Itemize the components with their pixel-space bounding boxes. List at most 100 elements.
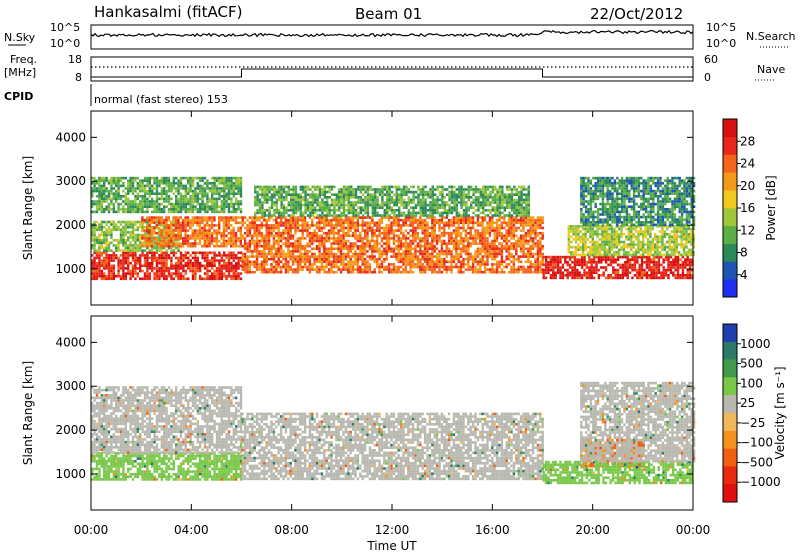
heatmap-cell: [421, 268, 424, 271]
heatmap-cell: [284, 226, 288, 230]
heatmap-cell: [223, 208, 226, 211]
heatmap-cell: [474, 229, 477, 232]
heatmap-cell: [455, 252, 458, 256]
heatmap-cell: [172, 234, 175, 238]
heatmap-cell: [199, 189, 202, 193]
heatmap-cell: [326, 214, 329, 217]
heatmap-cell: [186, 234, 190, 238]
heatmap-cell: [316, 214, 319, 217]
heatmap-cell: [459, 255, 463, 258]
heatmap-cell: [184, 237, 187, 240]
heatmap-cell: [308, 250, 312, 253]
heatmap-cell: [371, 214, 374, 217]
heatmap-cell: [491, 263, 494, 266]
heatmap-cell: [440, 231, 444, 235]
heatmap-cell: [315, 231, 319, 235]
heatmap-cell: [361, 216, 364, 219]
heatmap-cell: [471, 242, 475, 245]
heatmap-cell: [260, 224, 264, 227]
heatmap-cell: [378, 268, 381, 271]
heatmap-cell: [325, 234, 328, 238]
heatmap-cell: [239, 272, 243, 275]
heatmap-cell: [531, 231, 535, 235]
heatmap-cell: [345, 193, 348, 196]
heatmap-cell: [139, 225, 142, 229]
heatmap-cell: [103, 261, 106, 265]
heatmap-cell: [433, 247, 436, 251]
heatmap-cell: [258, 244, 261, 248]
heatmap-cell: [327, 247, 331, 251]
heatmap-cell: [474, 239, 477, 243]
heatmap-cell: [220, 216, 223, 219]
heatmap-cell: [505, 234, 508, 238]
heatmap-cell: [131, 249, 135, 252]
heatmap-cell: [243, 231, 247, 235]
heatmap-cell: [459, 250, 463, 253]
heatmap-cell: [287, 214, 290, 217]
heatmap-cell: [230, 239, 233, 243]
heatmap-cell: [172, 192, 175, 195]
heatmap-cell: [441, 214, 444, 217]
heatmap-cell: [421, 257, 424, 261]
heatmap-cell: [263, 263, 266, 266]
heatmap-cell: [189, 267, 192, 270]
heatmap-cell: [91, 182, 94, 185]
heatmap-cell: [91, 202, 94, 206]
heatmap-cell: [184, 234, 187, 238]
heatmap-cell: [237, 272, 240, 275]
heatmap-cell: [189, 264, 192, 268]
heatmap-cell: [284, 216, 288, 219]
heatmap-cell: [395, 214, 398, 217]
heatmap-cell: [177, 184, 180, 188]
heatmap-cell: [131, 251, 135, 255]
heatmap-cell: [421, 237, 424, 240]
heatmap-cell: [397, 216, 400, 219]
heatmap-cell: [447, 221, 451, 225]
heatmap-cell: [476, 237, 480, 240]
heatmap-cell: [268, 209, 271, 212]
heatmap-cell: [155, 210, 159, 214]
heatmap-cell: [412, 198, 415, 202]
heatmap-cell: [246, 244, 249, 248]
heatmap-cell: [158, 226, 161, 230]
heatmap-cell: [112, 228, 115, 232]
heatmap-cell: [296, 229, 300, 232]
heatmap-cell: [534, 229, 537, 232]
heatmap-cell: [510, 237, 513, 240]
heatmap-cell: [399, 229, 403, 232]
heatmap-cell: [462, 247, 465, 251]
heatmap-cell: [223, 184, 226, 188]
heatmap-cell: [182, 226, 185, 230]
heatmap-cell: [143, 205, 147, 208]
heatmap-cell: [151, 189, 154, 193]
heatmap-cell: [292, 209, 295, 212]
cpid-text: normal (fast stereo) 153: [94, 93, 228, 106]
heatmap-cell: [294, 242, 297, 245]
heatmap-cell: [260, 239, 264, 243]
heatmap-cell: [246, 265, 249, 269]
heatmap-cell: [213, 200, 216, 203]
heatmap-cell: [443, 203, 446, 207]
heatmap-cell: [503, 218, 506, 222]
heatmap-cell: [419, 226, 422, 230]
heatmap-cell: [95, 187, 99, 190]
heatmap-cell: [163, 267, 166, 270]
heatmap-cell: [143, 200, 147, 203]
heatmap-cell: [467, 206, 470, 209]
heatmap-cell: [112, 205, 115, 208]
heatmap-cell: [270, 265, 273, 269]
heatmap-cell: [371, 193, 374, 196]
heatmap-cell: [146, 254, 149, 257]
heatmap-cell: [220, 179, 223, 182]
heatmap-cell: [409, 255, 412, 258]
heatmap-cell: [179, 242, 182, 245]
heatmap-cell: [218, 224, 221, 227]
heatmap-cell: [211, 264, 214, 268]
heatmap-cell: [398, 211, 401, 215]
heatmap-cell: [277, 247, 280, 251]
heatmap-cell: [299, 206, 302, 209]
heatmap-cell: [306, 268, 309, 271]
heatmap-cell: [344, 244, 348, 248]
heatmap-cell: [381, 190, 384, 194]
heatmap-cell: [296, 250, 300, 253]
